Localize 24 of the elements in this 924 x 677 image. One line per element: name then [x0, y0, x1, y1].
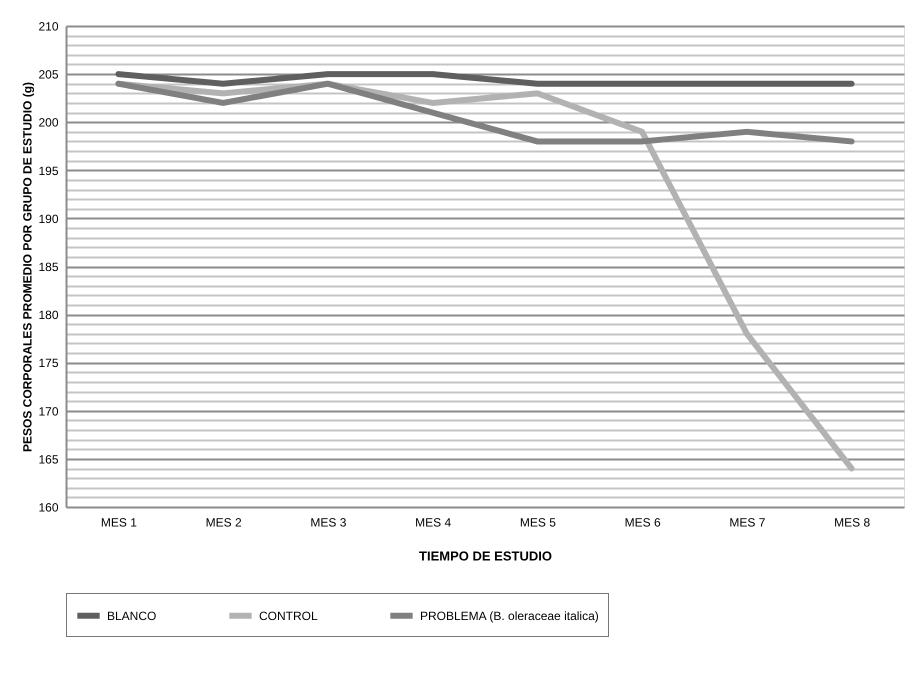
y-tick-label: 180 [38, 308, 59, 322]
legend-label: CONTROL [259, 608, 318, 623]
y-tick-label: 185 [38, 260, 59, 274]
y-tick-label: 190 [38, 212, 59, 226]
y-tick-label: 195 [38, 164, 59, 178]
y-tick-label: 210 [38, 20, 59, 34]
y-tick-label: 175 [38, 356, 59, 370]
y-tick-label: 170 [38, 404, 59, 418]
legend-label: BLANCO [107, 608, 156, 623]
x-tick-label: MES 7 [729, 516, 766, 530]
y-tick-label: 160 [38, 500, 59, 514]
x-tick-label: MES 4 [415, 516, 452, 530]
x-tick-label: MES 8 [834, 516, 870, 530]
legend-label: PROBLEMA (B. oleraceae italica) [420, 608, 599, 623]
x-axis-title: TIEMPO DE ESTUDIO [419, 548, 552, 564]
x-tick-label: MES 5 [520, 516, 556, 530]
x-tick-label: MES 3 [310, 516, 347, 530]
x-tick-label: MES 2 [206, 516, 242, 530]
x-tick-label: MES 1 [100, 516, 138, 530]
y-axis-title: PESOS CORPORALES PROMEDIO POR GRUPO DE ESTUDIO (g) [20, 82, 34, 452]
y-tick-label: 200 [38, 116, 59, 130]
y-tick-label: 165 [38, 452, 59, 466]
y-tick-label: 205 [38, 68, 59, 82]
x-tick-label: MES 6 [624, 516, 661, 530]
